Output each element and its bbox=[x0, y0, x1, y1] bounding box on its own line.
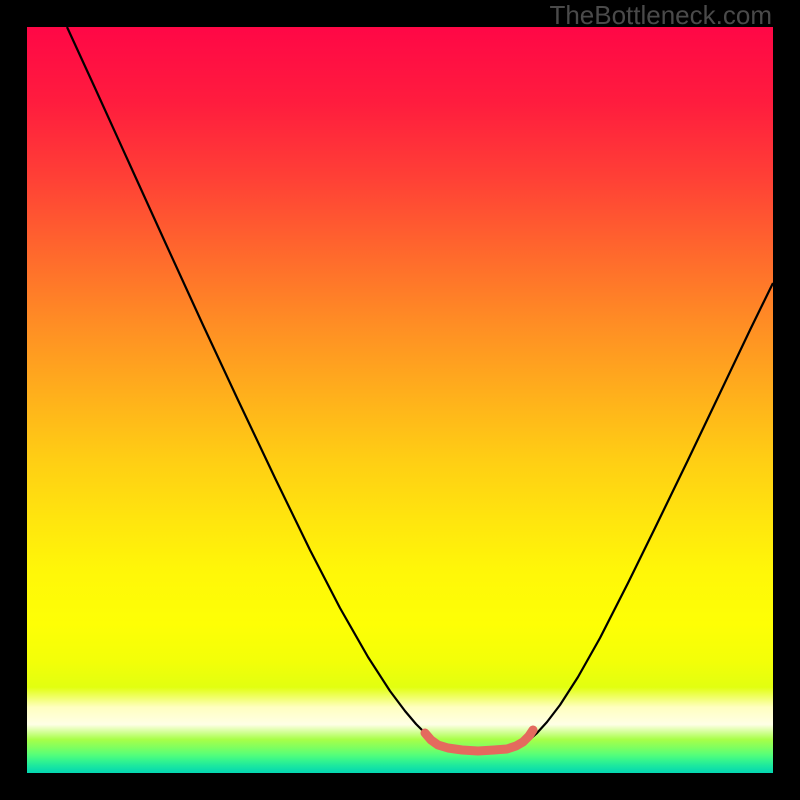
gradient-panel bbox=[27, 27, 773, 773]
chart-container: TheBottleneck.com bbox=[0, 0, 800, 800]
watermark-text: TheBottleneck.com bbox=[549, 0, 772, 31]
